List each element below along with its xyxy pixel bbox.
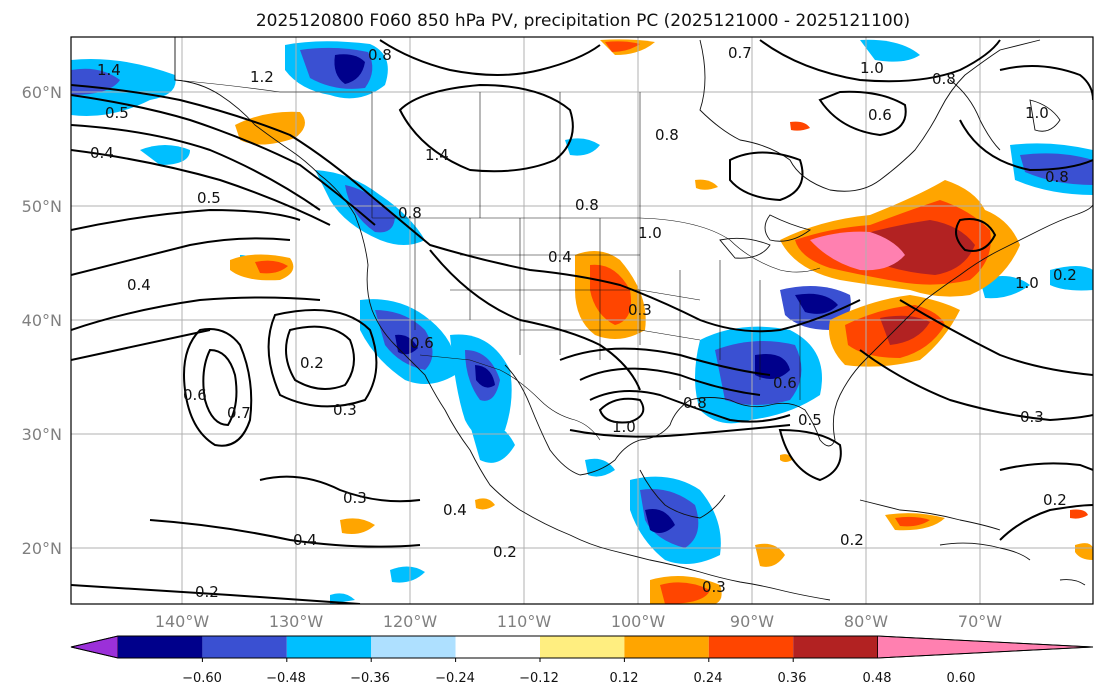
colorbar-tick-label: 0.48: [863, 671, 892, 686]
contour-label: 0.3: [702, 578, 726, 596]
contour-label: 0.5: [798, 411, 822, 429]
colorbar-tick-label: 0.36: [778, 671, 807, 686]
contour-label: 0.6: [868, 106, 892, 124]
contour-label: 0.6: [773, 374, 797, 392]
political-borders: [174, 79, 821, 441]
contour-label: 0.3: [628, 301, 652, 319]
contour-label: 0.2: [195, 583, 219, 601]
colorbar-segment: [793, 636, 878, 658]
contour-label: 1.0: [860, 59, 884, 77]
contour-label: 1.2: [250, 68, 274, 86]
colorbar-segment: [708, 636, 794, 658]
colorbar-segment: [624, 636, 709, 658]
lat-label: 30°N: [22, 425, 62, 444]
colorbar-tick-label: 0.24: [694, 671, 723, 686]
colorbar-tick-label: −0.12: [519, 671, 559, 686]
colorbar-tick-label: 0.60: [947, 671, 976, 686]
contour-label: 1.4: [425, 146, 449, 164]
colorbar-tick-label: 0.12: [610, 671, 639, 686]
contour-label: 1.0: [1015, 274, 1039, 292]
contour-label: 1.0: [638, 224, 662, 242]
contour-label: 0.4: [127, 276, 151, 294]
contour-label: 0.7: [728, 44, 752, 62]
contour-label: 0.4: [293, 531, 317, 549]
lon-label: 90°W: [730, 612, 774, 631]
contour-label: 0.6: [410, 334, 434, 352]
map-frame: [70, 36, 1094, 605]
colorbar-outline: [70, 635, 1094, 659]
contour-label: 0.5: [197, 189, 221, 207]
colorbar-segment: [455, 636, 540, 658]
lon-label: 120°W: [383, 612, 438, 631]
contour-label: 0.4: [548, 248, 572, 266]
contour-label: 1.4: [97, 61, 121, 79]
longitude-labels: 140°W 130°W 120°W 110°W 100°W 90°W 80°W …: [155, 612, 1002, 631]
colorbar-tick-label: −0.60: [182, 671, 222, 686]
lon-label: 100°W: [611, 612, 666, 631]
contour-label: 0.5: [105, 104, 129, 122]
colorbar-segment: [202, 636, 287, 658]
lon-label: 140°W: [155, 612, 210, 631]
latitude-labels: 60°N 50°N 40°N 30°N 20°N: [22, 83, 62, 558]
colorbar-extend-high: [877, 635, 1094, 659]
lat-label: 50°N: [22, 197, 62, 216]
contour-label: 0.8: [1045, 168, 1069, 186]
lon-label: 110°W: [497, 612, 552, 631]
contour-label: 0.4: [90, 144, 114, 162]
contour-label: 0.4: [443, 501, 467, 519]
coastlines: [174, 37, 1093, 601]
lon-label: 80°W: [844, 612, 888, 631]
contour-labels: 1.4 0.8 1.2 0.7 1.0 0.8 0.5 1.0 0.6 0.4 …: [90, 44, 1077, 601]
contour-label: 0.8: [398, 204, 422, 222]
contour-label: 0.3: [1020, 408, 1044, 426]
pv-contours: [71, 39, 1093, 604]
contour-label: 0.8: [368, 46, 392, 64]
colorbar-segment: [371, 636, 456, 658]
contour-label: 1.0: [612, 418, 636, 436]
lat-label: 40°N: [22, 311, 62, 330]
colorbar-extend-low: [70, 635, 119, 659]
colorbar-tick-labels: −0.60 −0.48 −0.36 −0.24 −0.12 0.12 0.24 …: [182, 671, 975, 686]
contour-label: 0.8: [575, 196, 599, 214]
lat-label: 60°N: [22, 83, 62, 102]
shade-neg-pacific: [140, 145, 190, 165]
colorbar-segment: [286, 636, 372, 658]
contour-label: 0.8: [932, 70, 956, 88]
contour-label: 0.8: [655, 126, 679, 144]
contour-label: 0.3: [333, 401, 357, 419]
colorbar-segment: [118, 636, 203, 658]
contour-label: 0.2: [300, 354, 324, 372]
colorbar-tick-label: −0.36: [350, 671, 390, 686]
contour-label: 1.0: [1025, 104, 1049, 122]
contour-label: 0.8: [683, 394, 707, 412]
contour-label: 0.7: [227, 404, 251, 422]
colorbar-tick-label: −0.48: [266, 671, 306, 686]
lon-label: 70°W: [958, 612, 1002, 631]
contour-label: 0.3: [343, 489, 367, 507]
map-panel: 1.4 0.8 1.2 0.7 1.0 0.8 0.5 1.0 0.6 0.4 …: [71, 37, 1093, 604]
colorbar: [70, 635, 1094, 662]
contour-label: 0.2: [840, 531, 864, 549]
colorbar-segment: [540, 636, 625, 658]
map-title: 2025120800 F060 850 hPa PV, precipitatio…: [256, 11, 910, 31]
lon-label: 130°W: [269, 612, 324, 631]
contour-label: 0.2: [493, 543, 517, 561]
contour-label: 0.6: [183, 386, 207, 404]
lat-label: 20°N: [22, 539, 62, 558]
contour-label: 0.2: [1053, 266, 1077, 284]
contour-label: 0.2: [1043, 491, 1067, 509]
colorbar-tick-label: −0.24: [435, 671, 475, 686]
